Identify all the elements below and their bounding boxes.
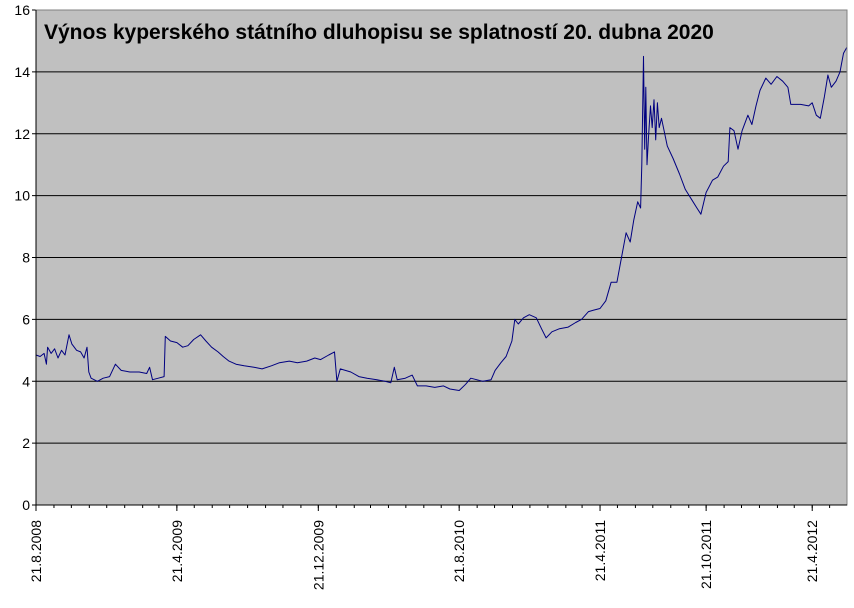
x-tick-label: 21.4.2012 [804,520,820,582]
y-tick-label: 10 [14,188,30,204]
x-axis-minor-ticks [35,505,831,508]
y-tick-label: 0 [22,497,30,513]
y-tick-label: 14 [14,64,30,80]
x-axis-tick-labels: 21.8.2008 21.4.2009 21.12.2009 21.8.2010 21.… [28,505,820,590]
y-tick-label: 16 [14,2,30,18]
chart-title: Výnos kyperského státního dluhopisu se s… [44,21,714,44]
y-tick-label: 2 [22,435,30,451]
x-tick-label: 21.4.2011 [592,520,608,581]
x-tick-label: 21.12.2009 [310,520,326,590]
gridlines [36,71,847,444]
y-tick-label: 12 [14,126,30,142]
x-tick-label: 21.8.2008 [28,520,44,582]
y-tick-label: 8 [22,250,30,266]
series-line [35,46,848,391]
x-tick-label: 21.4.2009 [169,520,185,582]
y-tick-label: 4 [22,373,30,389]
y-axis-tick-labels: 0 2 4 6 8 10 12 14 16 [14,2,36,513]
x-tick-label: 21.10.2011 [698,520,714,589]
x-tick-label: 21.8.2010 [451,520,467,582]
y-tick-label: 6 [22,311,30,327]
